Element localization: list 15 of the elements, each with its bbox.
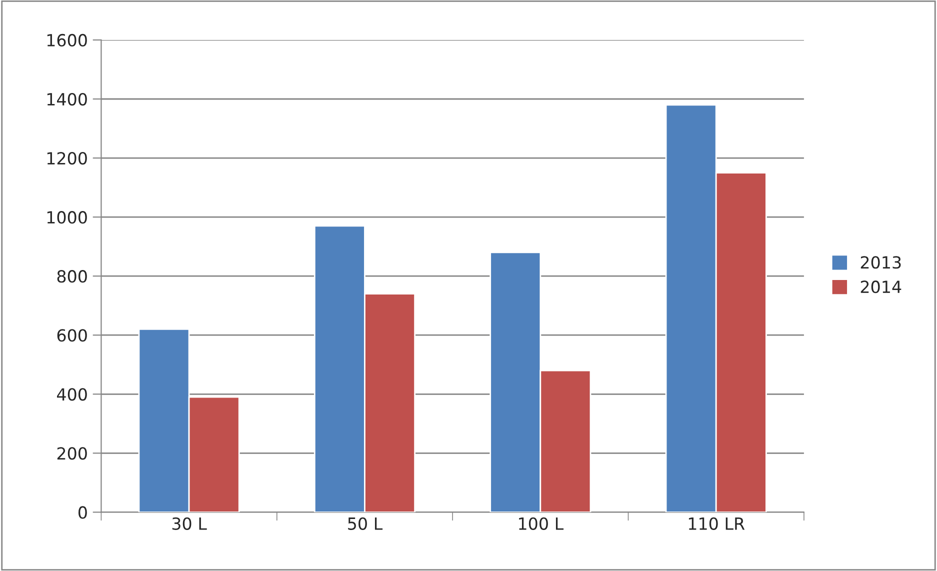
legend-label: 2014: [860, 280, 902, 294]
y-tick-label: 400: [57, 388, 87, 401]
legend-label: 2013: [860, 256, 901, 269]
x-tick-label: 110 LR: [688, 517, 745, 530]
y-tick-label: 0: [78, 506, 87, 519]
x-tick-label: 50 L: [348, 517, 383, 530]
y-tick-label: 600: [57, 329, 87, 342]
y-tick-label: 1600: [47, 34, 87, 47]
x-tick-label: 100 L: [519, 517, 564, 530]
y-tick-label: 200: [57, 447, 87, 460]
y-tick-label: 1000: [47, 211, 87, 224]
y-tick-label: 1200: [47, 152, 87, 165]
x-tick-label: 30 L: [172, 517, 207, 530]
y-tick-label: 1400: [47, 92, 87, 106]
y-tick-label: 800: [57, 270, 87, 283]
